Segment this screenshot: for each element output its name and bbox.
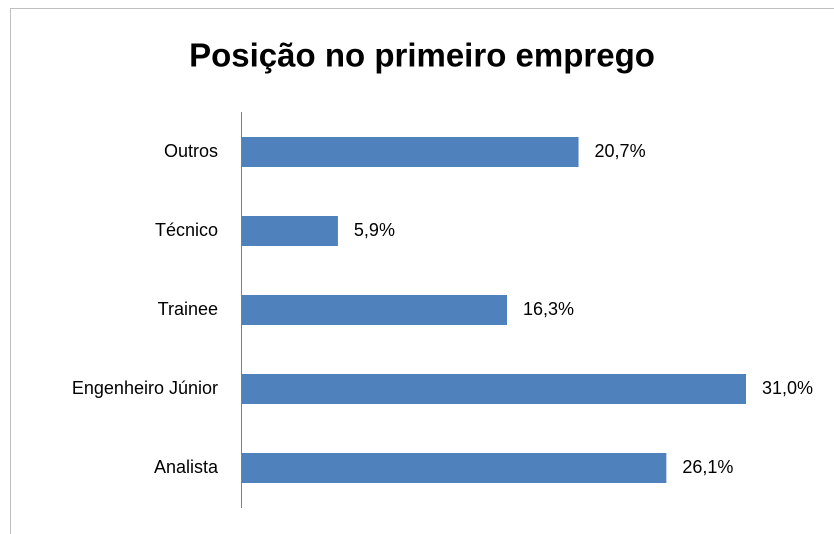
bar [242, 295, 508, 325]
value-label: 20,7% [595, 141, 646, 161]
bar [242, 137, 579, 167]
category-label: Outros [164, 141, 218, 161]
value-label: 5,9% [354, 220, 395, 240]
bar [242, 453, 667, 483]
category-label: Técnico [155, 220, 218, 240]
category-label: Analista [154, 457, 219, 477]
value-label: 31,0% [762, 378, 813, 398]
value-label: 16,3% [523, 299, 574, 319]
category-label: Trainee [158, 299, 218, 319]
value-label: 26,1% [682, 457, 733, 477]
category-label: Engenheiro Júnior [72, 378, 218, 398]
chart-title: Posição no primeiro emprego [189, 37, 655, 74]
bar [242, 374, 746, 404]
bar [242, 216, 338, 246]
chart-frame [10, 8, 834, 534]
